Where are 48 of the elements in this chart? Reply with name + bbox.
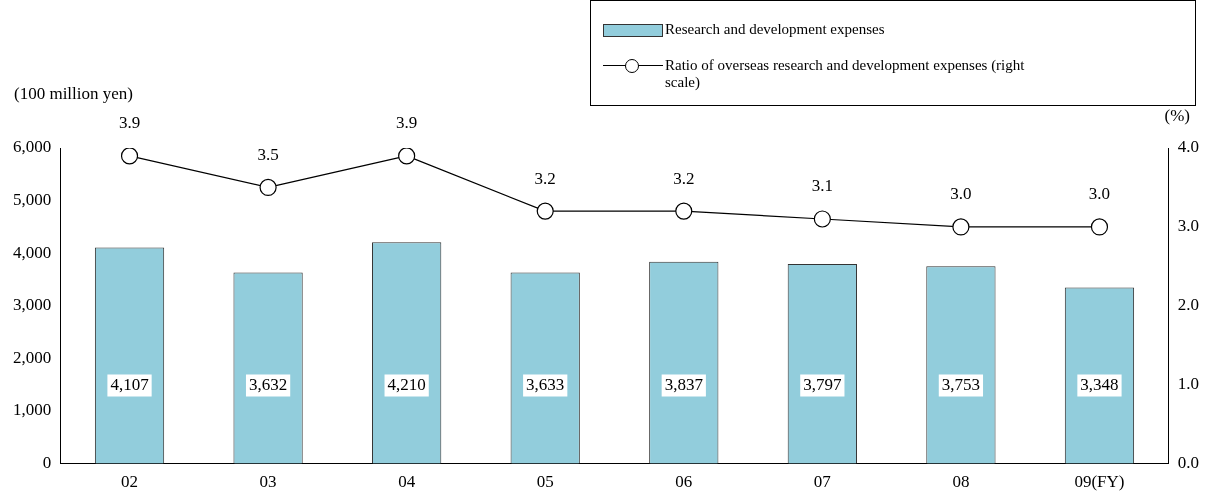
data-label: 3.0 — [1088, 184, 1111, 204]
point — [952, 218, 970, 236]
x-tick-label: 02 — [121, 472, 139, 492]
y2-tick-label: 0.0 — [1177, 453, 1199, 473]
y2-tick-label: 3.0 — [1177, 216, 1199, 236]
y-tick-label: 0 — [42, 453, 52, 473]
data-label: 3.0 — [950, 184, 972, 204]
data-label: 3,753 — [941, 375, 981, 395]
x-tick-label: 08 — [952, 472, 970, 492]
y-tick-label: 3,000 — [13, 295, 52, 315]
legend-label: Ratio of overseas research and development expenses (right scale) — [665, 57, 1025, 91]
y2-tick-label: 1.0 — [1177, 374, 1199, 394]
data-label: 4,210 — [387, 375, 426, 395]
point — [120, 148, 139, 165]
x-tick-label: 04 — [398, 472, 416, 492]
x-tick-label: 06 — [675, 472, 693, 492]
data-label: 3.1 — [811, 176, 833, 196]
y2-tick-label: 2.0 — [1177, 295, 1199, 315]
legend-label: Research and development expenses — [665, 21, 885, 38]
y-tick-label: 4,000 — [13, 242, 52, 262]
data-label: 3.9 — [118, 113, 141, 133]
point — [398, 148, 416, 165]
point — [675, 202, 693, 220]
data-label: 3.5 — [257, 144, 279, 164]
point — [536, 202, 554, 220]
y-tick-label: 2,000 — [13, 347, 52, 367]
data-label: 3,837 — [664, 375, 704, 395]
y-axis-title: (100 million yen) — [14, 84, 133, 104]
data-label: 3,797 — [803, 375, 842, 395]
x-tick-label: 03 — [259, 472, 277, 492]
data-label: 3.9 — [396, 113, 418, 133]
data-label: 3.2 — [673, 168, 695, 188]
y2-tick-label: 4.0 — [1177, 137, 1199, 157]
y-tick-label: 6,000 — [13, 137, 52, 157]
y-tick-label: 5,000 — [13, 190, 52, 210]
x-tick-label: 09(FY) — [1074, 472, 1125, 492]
data-label: 3.2 — [534, 168, 556, 188]
point — [813, 210, 831, 228]
y2-axis-title: (%) — [1164, 106, 1190, 126]
x-tick-label: 05 — [536, 472, 554, 492]
point — [259, 178, 277, 197]
y-tick-label: 1,000 — [13, 400, 52, 420]
data-label: 3,632 — [248, 375, 288, 395]
data-label: 3,348 — [1080, 375, 1119, 395]
point — [1090, 218, 1109, 236]
data-label: 4,107 — [110, 375, 150, 395]
data-label: 3,633 — [526, 375, 565, 395]
x-tick-label: 07 — [813, 472, 832, 492]
